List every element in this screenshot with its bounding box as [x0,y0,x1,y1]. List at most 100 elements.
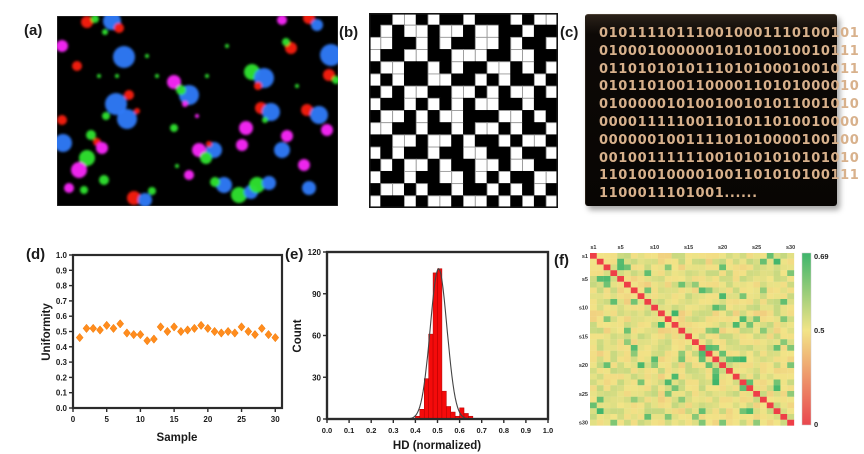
heatmap-cell [705,362,713,369]
heatmap-cell [753,368,761,374]
heatmap-cell [644,281,652,288]
heatmap-cell [651,310,659,317]
heatmap-cell [698,316,706,323]
heatmap-cell [746,402,754,409]
matrix-cell [533,73,547,87]
matrix-cell [463,73,476,87]
heatmap-cell [610,333,618,340]
heatmap-cell [692,310,699,317]
matrix-cell [392,122,405,136]
heatmap-cell [766,396,774,403]
heatmap-cell [773,287,781,294]
matrix-cell [403,49,417,63]
matrix-cell [522,170,535,185]
heatmap-cell [590,362,597,369]
heatmap-cell [644,299,652,305]
heatmap-cell [596,258,604,265]
heatmap-cell [780,327,788,334]
heatmap-cell [698,368,706,374]
heatmap-cell [603,419,611,426]
heatmap-cell [617,264,625,271]
matrix-cell [439,170,453,185]
data-point [116,319,125,329]
heatmap-cell [630,258,638,265]
heatmap-cell [692,327,699,334]
heatmap-cell [678,373,686,380]
matrix-cell [427,13,441,26]
heatmap-cell [685,339,693,346]
heatmap-cell [630,391,638,397]
matrix-cell [533,195,547,208]
heatmap-cell [780,270,788,277]
heatmap-cell [766,327,774,334]
heatmap-cell [698,293,706,300]
y-tick-label: 1.0 [56,251,68,260]
heatmap-cell [590,339,597,346]
heatmap-cell [753,350,761,357]
matrix-cell [498,36,512,51]
matrix-cell [463,122,476,136]
matrix-cell [451,122,464,136]
heatmap-cell [732,304,740,311]
heatmap-cell [596,253,604,259]
heatmap-cell [712,396,720,403]
heatmap-cell [596,333,604,340]
heatmap-cell [780,391,788,397]
matrix-cell [498,146,512,160]
fluorescent-blob [184,170,194,180]
heatmap-cell [630,396,638,403]
heatmap-cell [671,310,679,317]
heatmap-cell [760,368,767,374]
data-point [123,328,131,338]
heatmap-cell [658,253,665,259]
heatmap-cell [610,368,618,374]
heatmap-cell [732,402,740,409]
fluorescent-blob [124,90,134,100]
heatmap-cell [637,264,645,271]
matrix-cell [474,85,488,99]
matrix-cell [498,134,512,148]
heatmap-cell [760,339,767,346]
heatmap-cell [678,322,686,328]
heatmap-cell [705,345,713,351]
fluorescent-blob [216,177,232,193]
heatmap-cell [624,281,631,288]
heatmap-cell [760,270,767,277]
heatmap-cell [678,391,686,397]
heatmap-cell [712,408,720,415]
heatmap-cell [739,356,747,363]
heatmap-cell [590,287,597,294]
heatmap-cell [787,264,795,271]
heatmap-cell [760,379,767,386]
colorbar-mid-label: 0.5 [814,326,824,335]
fluorescent-blob [281,130,293,142]
heatmap-cell [712,281,720,288]
heatmap-cell [596,270,604,277]
heatmap-cell [590,264,597,271]
heatmap-cell [671,362,679,369]
matrix-cell [380,195,394,208]
heatmap-cell [637,350,645,357]
heatmap-cell [664,287,672,294]
heatmap-cell [671,327,679,334]
heatmap-left-tick-label: s20 [579,363,588,369]
heatmap-cell [678,414,686,420]
fluorescent-blob [64,183,74,193]
heatmap-cell [630,293,638,300]
heatmap-cell [692,304,699,311]
heatmap-cell [685,350,693,357]
fluorescent-blob [91,16,99,23]
matrix-cell [427,183,441,197]
heatmap-cell [705,264,713,271]
heatmap-cell [780,253,788,259]
heatmap-cell [644,333,652,340]
heatmap-cell [644,419,652,426]
heatmap-cell [726,368,733,374]
heatmap-cell [603,414,611,420]
heatmap-cell [617,419,625,426]
matrix-cell [369,110,382,124]
heatmap-cell [766,258,774,265]
heatmap-cell [705,414,713,420]
matrix-cell [545,158,558,172]
heatmap-cell [590,258,597,265]
